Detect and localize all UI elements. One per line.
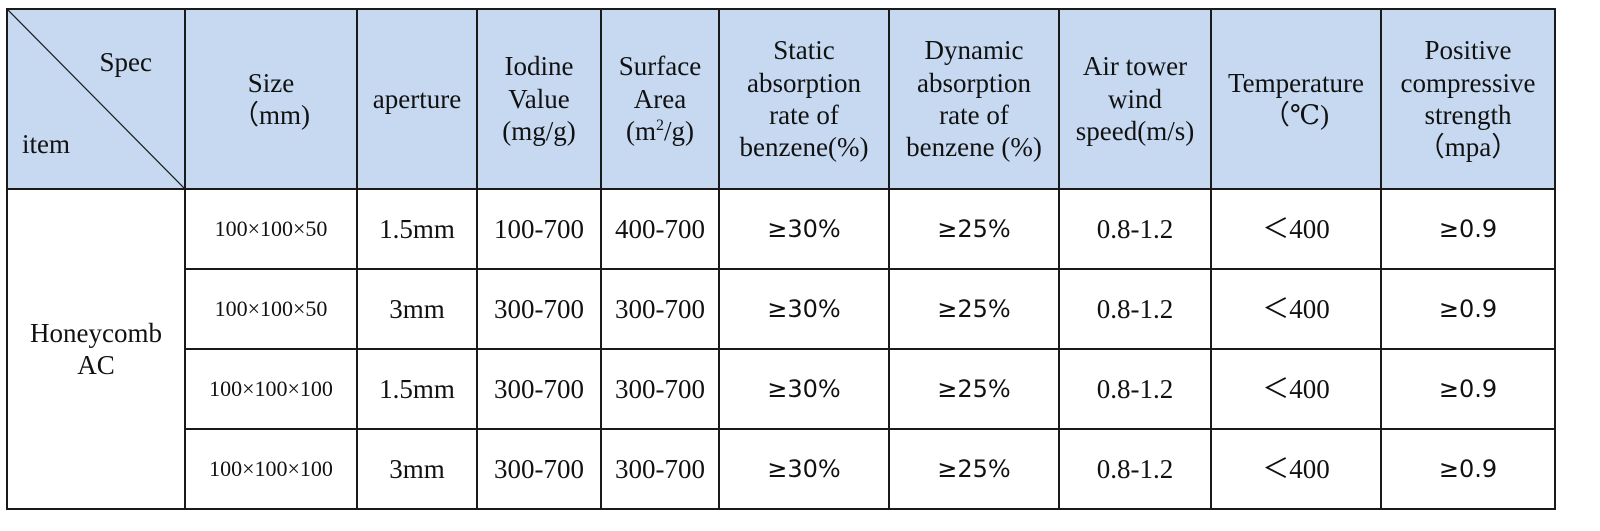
compressive-cell: ≥0.9 <box>1380 428 1556 510</box>
dynamic-cell: ≥25% <box>888 268 1060 350</box>
temperature-cell: ＜400 <box>1210 348 1382 430</box>
item-label-cell: Honeycomb AC <box>6 188 186 510</box>
surface-header-line: Surface <box>618 51 702 82</box>
temperature-cell: ＜400 <box>1210 188 1382 270</box>
static-header-line: rate of <box>769 100 839 130</box>
dynamic-absorption-header: Dynamic absorption rate of benzene (%) <box>888 8 1060 190</box>
dynamic-cell: ≥25% <box>888 428 1060 510</box>
table-row: Honeycomb AC 100×100×50 1.5mm 100-700 40… <box>6 188 1556 510</box>
table-row: 100×100×50 3mm 300-700 300-700 ≥30% ≥25%… <box>7 268 1556 350</box>
wind-cell: 0.8-1.2 <box>1058 428 1212 510</box>
compressive-cell: ≥0.9 <box>1380 268 1556 350</box>
iodine-header-line: Iodine <box>504 51 574 82</box>
item-label-line: AC <box>77 350 115 380</box>
surface-header-line: Area <box>633 83 687 114</box>
surface-header-unit: (m2/g) <box>602 115 718 147</box>
wind-header-line: wind <box>1108 83 1162 114</box>
size-header-line: （mm) <box>232 100 310 130</box>
size-header-line: Size <box>247 67 295 98</box>
wind-cell: 0.8-1.2 <box>1058 348 1212 430</box>
aperture-cell: 1.5mm <box>356 188 478 270</box>
static-cell: ≥30% <box>718 188 890 270</box>
static-header-line: absorption <box>747 67 861 98</box>
iodine-cell: 300-700 <box>476 428 602 510</box>
dynamic-header-line: rate of <box>939 100 1009 130</box>
static-header-line: Static <box>773 35 835 66</box>
wind-cell: 0.8-1.2 <box>1058 188 1212 270</box>
surface-unit-sup: 2 <box>656 117 664 135</box>
static-absorption-header: Static absorption rate of benzene(%) <box>718 8 890 190</box>
wind-header-line: speed(m/s) <box>1075 116 1195 147</box>
surface-area-header: Surface Area (m2/g) <box>600 8 720 190</box>
iodine-header-line: Value <box>508 83 570 114</box>
size-cell: 100×100×100 <box>184 428 358 510</box>
compressive-strength-header: Positive compressive strength （mpa） <box>1380 8 1556 190</box>
table-row: 100×100×100 1.5mm 300-700 300-700 ≥30% ≥… <box>7 348 1556 430</box>
diagonal-divider <box>8 10 184 188</box>
aperture-cell: 3mm <box>356 428 478 510</box>
dynamic-cell: ≥25% <box>888 188 1060 270</box>
compressive-cell: ≥0.9 <box>1380 188 1556 270</box>
item-label-line: Honeycomb <box>30 317 162 348</box>
dynamic-cell: ≥25% <box>888 348 1060 430</box>
table-header: Spec item Size （mm) aperture Iodine Valu… <box>6 8 1556 190</box>
surface-unit-close: /g) <box>664 116 694 147</box>
size-cell: 100×100×50 <box>184 268 358 350</box>
iodine-header-line: (mg/g) <box>502 116 576 147</box>
temperature-cell: ＜400 <box>1210 268 1382 350</box>
surface-cell: 300-700 <box>600 268 720 350</box>
table-body: Honeycomb AC 100×100×50 1.5mm 100-700 40… <box>6 188 1556 510</box>
temperature-header-line: （℃) <box>1262 100 1330 130</box>
temperature-header: Temperature （℃) <box>1210 8 1382 190</box>
size-cell: 100×100×100 <box>184 348 358 430</box>
iodine-cell: 300-700 <box>476 268 602 350</box>
temperature-cell: ＜400 <box>1210 428 1382 510</box>
temperature-header-line: Temperature <box>1227 67 1365 98</box>
surface-cell: 300-700 <box>600 428 720 510</box>
table-row: 100×100×100 3mm 300-700 300-700 ≥30% ≥25… <box>7 428 1556 510</box>
wind-cell: 0.8-1.2 <box>1058 268 1212 350</box>
corner-item-label: item <box>22 128 70 159</box>
header-row: Spec item Size （mm) aperture Iodine Valu… <box>6 8 1556 190</box>
aperture-cell: 1.5mm <box>356 348 478 430</box>
compressive-header-line: strength <box>1424 100 1512 130</box>
static-header-line: benzene(%) <box>739 132 869 163</box>
compressive-header-line: Positive <box>1424 35 1512 66</box>
static-cell: ≥30% <box>718 348 890 430</box>
size-cell: 100×100×50 <box>184 188 358 270</box>
dynamic-header-line: Dynamic <box>924 35 1024 66</box>
compressive-header-line: （mpa） <box>1417 132 1519 163</box>
wind-header-line: Air tower <box>1082 51 1188 82</box>
aperture-cell: 3mm <box>356 268 478 350</box>
static-cell: ≥30% <box>718 428 890 510</box>
size-header: Size （mm) <box>184 8 358 190</box>
spec-table: Spec item Size （mm) aperture Iodine Valu… <box>6 8 1556 510</box>
iodine-cell: 300-700 <box>476 348 602 430</box>
iodine-cell: 100-700 <box>476 188 602 270</box>
aperture-header: aperture <box>356 8 478 190</box>
static-cell: ≥30% <box>718 268 890 350</box>
corner-header-cell: Spec item <box>6 8 186 190</box>
dynamic-header-line: benzene (%) <box>906 132 1042 163</box>
surface-cell: 300-700 <box>600 348 720 430</box>
compressive-header-line: compressive <box>1400 67 1536 98</box>
compressive-cell: ≥0.9 <box>1380 348 1556 430</box>
iodine-header: Iodine Value (mg/g) <box>476 8 602 190</box>
surface-cell: 400-700 <box>600 188 720 270</box>
wind-speed-header: Air tower wind speed(m/s) <box>1058 8 1212 190</box>
dynamic-header-line: absorption <box>917 67 1031 98</box>
surface-unit-open: (m <box>626 116 656 147</box>
corner-spec-label: Spec <box>99 47 152 77</box>
